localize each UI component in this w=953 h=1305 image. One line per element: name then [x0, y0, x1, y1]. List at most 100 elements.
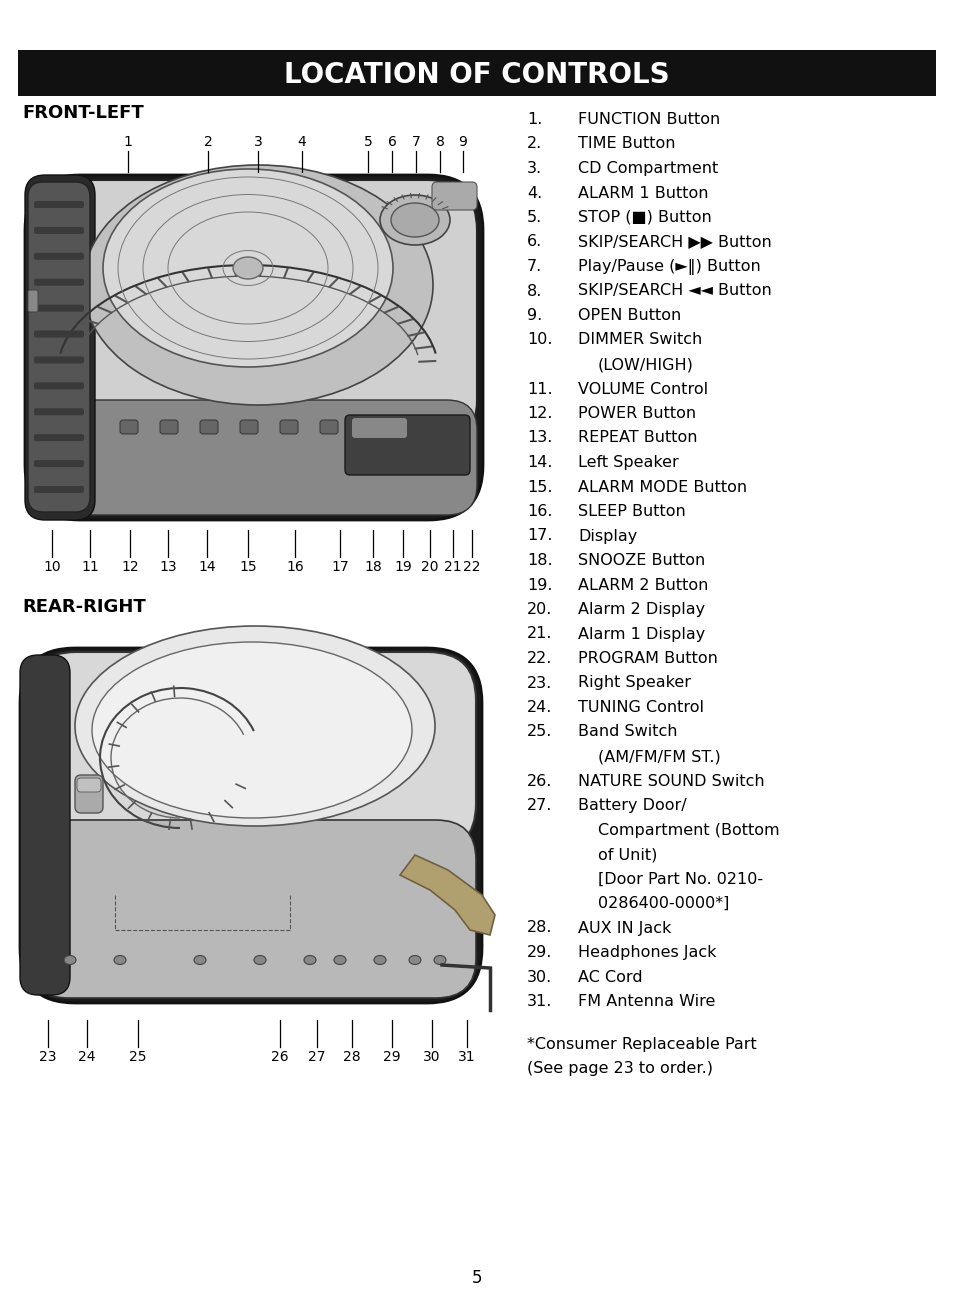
Text: 1.: 1.: [526, 112, 542, 127]
FancyBboxPatch shape: [75, 775, 103, 813]
Text: 31: 31: [457, 1051, 476, 1064]
Text: 28: 28: [343, 1051, 360, 1064]
Ellipse shape: [193, 955, 206, 964]
Text: AUX IN Jack: AUX IN Jack: [578, 920, 671, 936]
FancyBboxPatch shape: [34, 227, 84, 234]
Text: SKIP/SEARCH ◄◄ Button: SKIP/SEARCH ◄◄ Button: [578, 283, 771, 299]
FancyBboxPatch shape: [34, 330, 84, 338]
Ellipse shape: [64, 955, 76, 964]
FancyBboxPatch shape: [34, 485, 84, 493]
Text: 19: 19: [394, 560, 412, 574]
Text: Display: Display: [578, 529, 637, 543]
Text: Right Speaker: Right Speaker: [578, 676, 690, 690]
Text: 22: 22: [463, 560, 480, 574]
FancyBboxPatch shape: [345, 415, 470, 475]
Text: 12.: 12.: [526, 406, 552, 422]
Text: 7.: 7.: [526, 258, 541, 274]
Text: Battery Door/: Battery Door/: [578, 797, 686, 813]
Text: SKIP/SEARCH ▶▶ Button: SKIP/SEARCH ▶▶ Button: [578, 235, 771, 249]
FancyBboxPatch shape: [160, 420, 178, 435]
Text: 18: 18: [364, 560, 381, 574]
FancyBboxPatch shape: [34, 253, 84, 260]
FancyBboxPatch shape: [28, 290, 38, 312]
FancyBboxPatch shape: [20, 655, 70, 994]
Text: 29.: 29.: [526, 945, 552, 960]
Text: CD Compartment: CD Compartment: [578, 161, 718, 176]
Text: 21.: 21.: [526, 626, 552, 642]
Ellipse shape: [253, 955, 266, 964]
Polygon shape: [399, 855, 495, 934]
Text: Alarm 2 Display: Alarm 2 Display: [578, 602, 704, 617]
Text: FUNCTION Button: FUNCTION Button: [578, 112, 720, 127]
Text: 21: 21: [444, 560, 461, 574]
Text: REPEAT Button: REPEAT Button: [578, 431, 697, 445]
Ellipse shape: [113, 955, 126, 964]
Text: 23: 23: [39, 1051, 56, 1064]
Text: Headphones Jack: Headphones Jack: [578, 945, 716, 960]
FancyBboxPatch shape: [34, 461, 84, 467]
Text: 18.: 18.: [526, 553, 552, 568]
Bar: [18, 50, 935, 97]
Ellipse shape: [334, 955, 346, 964]
FancyBboxPatch shape: [34, 201, 84, 207]
Text: 24.: 24.: [526, 699, 552, 715]
Text: LOCATION OF CONTROLS: LOCATION OF CONTROLS: [284, 61, 669, 89]
Text: 15: 15: [239, 560, 256, 574]
Text: 25: 25: [129, 1051, 147, 1064]
FancyBboxPatch shape: [34, 435, 84, 441]
Text: NATURE SOUND Switch: NATURE SOUND Switch: [578, 774, 763, 788]
Text: 31.: 31.: [526, 994, 552, 1009]
Text: 26: 26: [271, 1051, 289, 1064]
Text: 11.: 11.: [526, 381, 552, 397]
Text: 2: 2: [203, 134, 213, 149]
Text: Compartment (Bottom: Compartment (Bottom: [598, 822, 779, 838]
FancyBboxPatch shape: [319, 420, 337, 435]
Text: 17: 17: [331, 560, 349, 574]
Text: 16: 16: [286, 560, 304, 574]
Text: 25.: 25.: [526, 724, 552, 740]
FancyBboxPatch shape: [34, 408, 84, 415]
FancyBboxPatch shape: [20, 649, 481, 1004]
Text: 1: 1: [124, 134, 132, 149]
Text: 15.: 15.: [526, 479, 552, 495]
Text: TUNING Control: TUNING Control: [578, 699, 703, 715]
Text: DIMMER Switch: DIMMER Switch: [578, 333, 701, 347]
FancyBboxPatch shape: [120, 420, 138, 435]
FancyBboxPatch shape: [32, 401, 476, 515]
Text: SNOOZE Button: SNOOZE Button: [578, 553, 704, 568]
Ellipse shape: [75, 626, 435, 826]
FancyBboxPatch shape: [77, 778, 101, 792]
Text: 16.: 16.: [526, 504, 552, 519]
Text: 30: 30: [423, 1051, 440, 1064]
Ellipse shape: [304, 955, 315, 964]
Text: POWER Button: POWER Button: [578, 406, 696, 422]
Text: REAR-RIGHT: REAR-RIGHT: [22, 598, 146, 616]
Text: 4.: 4.: [526, 185, 541, 201]
Text: AC Cord: AC Cord: [578, 970, 642, 984]
Text: 4: 4: [297, 134, 306, 149]
Ellipse shape: [379, 194, 450, 245]
FancyBboxPatch shape: [28, 181, 90, 512]
Text: Play/Pause (►‖) Button: Play/Pause (►‖) Button: [578, 258, 760, 275]
Text: 7: 7: [411, 134, 420, 149]
Text: 13: 13: [159, 560, 176, 574]
FancyBboxPatch shape: [34, 279, 84, 286]
FancyBboxPatch shape: [240, 420, 257, 435]
Text: (LOW/HIGH): (LOW/HIGH): [598, 358, 693, 372]
Text: [Door Part No. 0210-: [Door Part No. 0210-: [598, 872, 762, 886]
FancyBboxPatch shape: [352, 418, 407, 438]
Text: 28.: 28.: [526, 920, 552, 936]
Text: 3.: 3.: [526, 161, 541, 176]
Text: 20: 20: [421, 560, 438, 574]
Text: 8.: 8.: [526, 283, 542, 299]
Text: 14.: 14.: [526, 455, 552, 470]
Text: STOP (■) Button: STOP (■) Button: [578, 210, 711, 224]
Text: FRONT-LEFT: FRONT-LEFT: [22, 104, 144, 121]
Text: of Unit): of Unit): [598, 847, 657, 863]
Text: VOLUME Control: VOLUME Control: [578, 381, 707, 397]
Text: 24: 24: [78, 1051, 95, 1064]
FancyBboxPatch shape: [34, 382, 84, 389]
FancyBboxPatch shape: [25, 175, 482, 519]
Text: 0286400-0000*]: 0286400-0000*]: [598, 897, 729, 911]
Text: 19.: 19.: [526, 578, 552, 592]
